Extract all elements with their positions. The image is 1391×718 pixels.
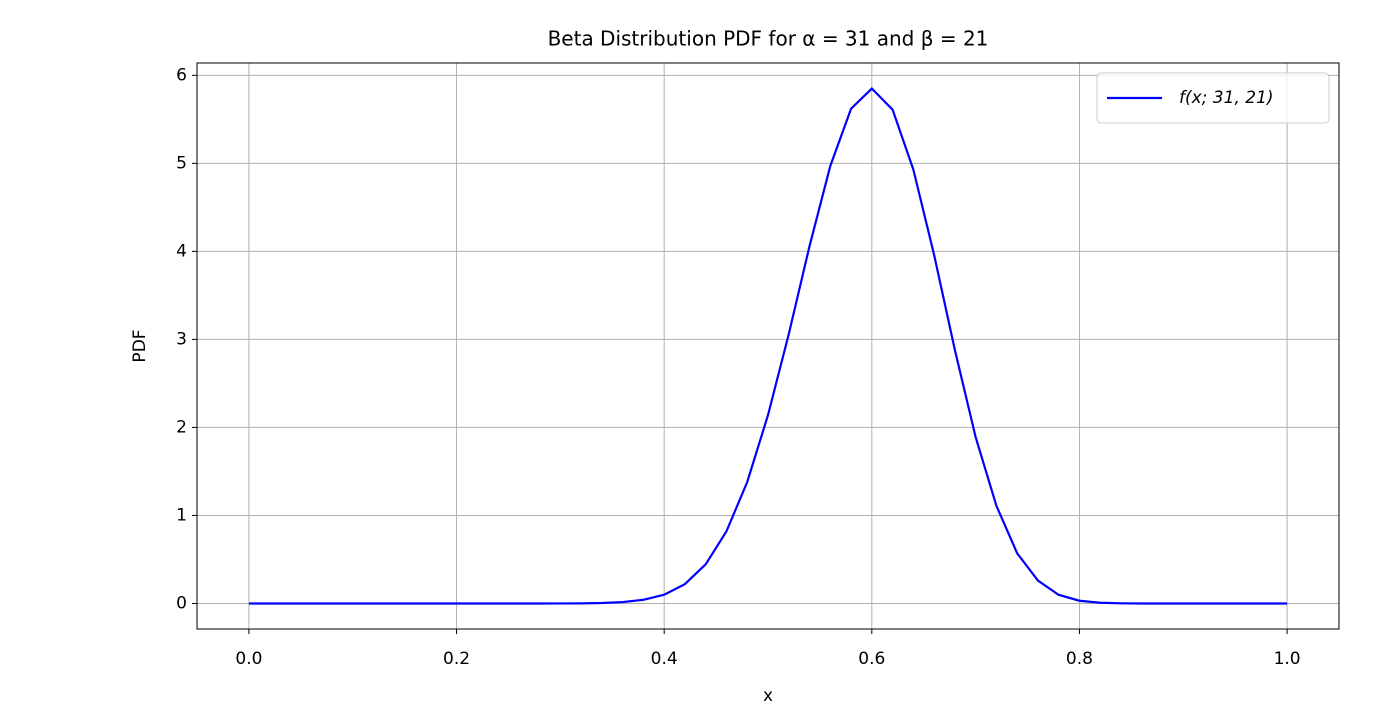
y-tick-label: 6 — [176, 65, 187, 85]
y-tick-label: 2 — [176, 417, 187, 437]
data-line — [248, 86, 1288, 605]
y-tick-label: 4 — [176, 241, 187, 261]
legend-box — [1096, 72, 1330, 124]
x-tick-label: 0.4 — [651, 649, 678, 669]
plot-frame — [196, 62, 1340, 630]
x-tick-label: 0.2 — [443, 649, 470, 669]
y-tick-label: 3 — [176, 329, 187, 349]
x-tick-label: 1.0 — [1274, 649, 1301, 669]
x-tick-label: 0.8 — [1066, 649, 1093, 669]
chart-title: Beta Distribution PDF for α = 31 and β =… — [548, 27, 989, 51]
legend-label: f(x; 31, 21) — [1179, 88, 1274, 108]
x-tick-label: 0.0 — [235, 649, 262, 669]
x-axis-label: x — [763, 686, 773, 706]
x-tick-label: 0.6 — [858, 649, 885, 669]
y-tick-label: 5 — [176, 153, 187, 173]
y-axis-label: PDF — [130, 329, 150, 362]
y-tick-label: 0 — [176, 593, 187, 613]
y-tick-label: 1 — [176, 505, 187, 525]
